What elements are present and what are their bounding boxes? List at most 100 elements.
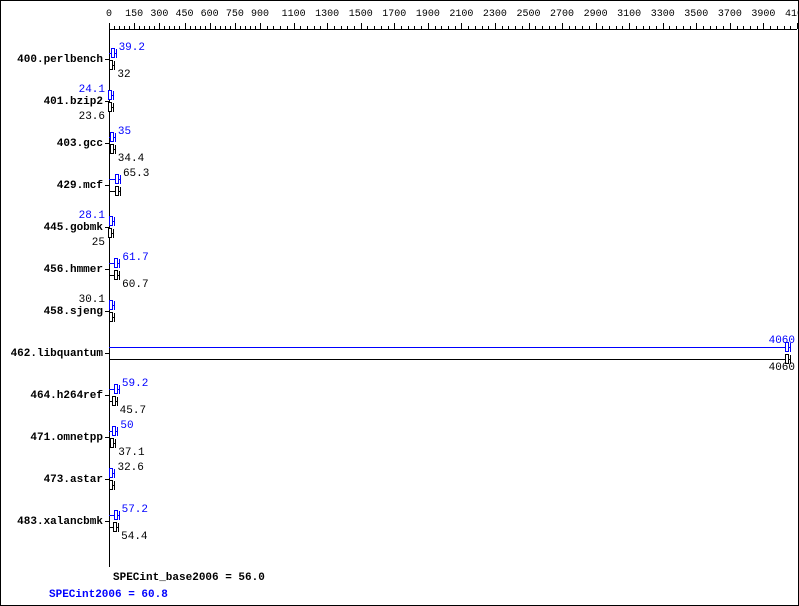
axis-tick [347, 26, 348, 29]
base-marker [110, 144, 114, 154]
axis-tick [134, 23, 135, 29]
axis-tick [300, 26, 301, 29]
axis-tick [495, 23, 496, 29]
base-marker [109, 312, 113, 322]
peak-marker [114, 258, 118, 268]
axis-tick [109, 23, 110, 29]
benchmark-label: 473.astar [3, 474, 103, 486]
axis-tick [750, 26, 751, 29]
peak-bar-end [113, 91, 114, 100]
axis-tick-label: 300 [150, 9, 168, 20]
axis-tick [609, 26, 610, 29]
axis-tick-label: 1500 [349, 9, 373, 20]
axis-tick [314, 26, 315, 29]
axis-tick [575, 26, 576, 29]
axis-tick [743, 26, 744, 29]
axis-tick [124, 26, 125, 29]
base-marker [109, 60, 113, 70]
peak-value-label: 28.1 [79, 210, 105, 222]
axis-tick [542, 26, 543, 29]
axis-tick [307, 26, 308, 29]
axis-tick-label: 2900 [584, 9, 608, 20]
peak-marker [109, 300, 113, 310]
base-bar-end [114, 61, 115, 70]
base-value-label: 60.7 [122, 279, 148, 291]
axis-tick [770, 26, 771, 29]
axis-tick [636, 26, 637, 29]
peak-value-label: 24.1 [79, 84, 105, 96]
peak-marker [111, 48, 115, 58]
axis-tick [757, 26, 758, 29]
base-bar [109, 359, 790, 360]
axis-tick [763, 23, 764, 29]
axis-tick-label: 1900 [416, 9, 440, 20]
axis-tick [441, 26, 442, 29]
peak-bar-end [117, 427, 118, 436]
axis-tick [230, 26, 231, 29]
base-bar-end [119, 271, 120, 280]
axis-tick [784, 26, 785, 29]
base-bar-end [114, 481, 115, 490]
peak-bar-end [120, 175, 121, 184]
axis-tick [220, 26, 221, 29]
base-bar-end [113, 229, 114, 238]
peak-marker [109, 468, 113, 478]
benchmark-label: 429.mcf [3, 180, 103, 192]
axis-tick-label: 1100 [282, 9, 306, 20]
peak-bar-end [114, 301, 115, 310]
benchmark-label: 401.bzip2 [3, 96, 103, 108]
base-bar-end [114, 313, 115, 322]
axis-tick [129, 26, 130, 29]
peak-value-label: 35 [118, 126, 131, 138]
axis-tick [190, 26, 191, 29]
axis-tick [790, 26, 791, 29]
axis-tick [195, 26, 196, 29]
base-marker [110, 438, 114, 448]
peak-value-label: 59.2 [122, 378, 148, 390]
x-axis [109, 29, 797, 30]
base-marker [108, 102, 112, 112]
axis-tick-label: 2100 [449, 9, 473, 20]
peak-bar-end [115, 133, 116, 142]
axis-tick [468, 26, 469, 29]
specint-chart: 0150300450600750900110013001500170019002… [0, 0, 799, 606]
axis-tick [569, 26, 570, 29]
peak-marker [108, 90, 112, 100]
axis-tick [320, 26, 321, 29]
axis-tick [797, 23, 798, 29]
base-bar-end [115, 439, 116, 448]
axis-tick [273, 26, 274, 29]
footer-base: SPECint_base2006 = 56.0 [113, 572, 265, 584]
axis-tick [515, 26, 516, 29]
axis-tick [205, 26, 206, 29]
axis-tick-label: 2300 [483, 9, 507, 20]
peak-value-label: 61.7 [122, 252, 148, 264]
axis-tick [676, 26, 677, 29]
peak-marker [115, 174, 119, 184]
axis-tick [185, 23, 186, 29]
benchmark-label: 462.libquantum [3, 348, 103, 360]
peak-bar [109, 347, 790, 348]
axis-tick-label: 0 [106, 9, 112, 20]
axis-tick-label: 150 [125, 9, 143, 20]
axis-tick [629, 23, 630, 29]
base-value-label: 54.4 [121, 531, 147, 543]
axis-tick [381, 26, 382, 29]
axis-tick [235, 23, 236, 29]
base-value-label: 4060 [769, 362, 795, 374]
axis-tick [164, 26, 165, 29]
row-tick [105, 395, 110, 396]
axis-tick [149, 26, 150, 29]
peak-marker [109, 216, 113, 226]
axis-tick [341, 26, 342, 29]
axis-tick-label: 750 [226, 9, 244, 20]
benchmark-label: 483.xalancbmk [3, 516, 103, 528]
base-value-label: 23.6 [79, 111, 105, 123]
axis-tick-label: 600 [201, 9, 219, 20]
axis-tick [710, 26, 711, 29]
base-bar-end [117, 397, 118, 406]
axis-tick [240, 26, 241, 29]
axis-tick [294, 23, 295, 29]
axis-tick [255, 26, 256, 29]
row-tick [105, 521, 110, 522]
